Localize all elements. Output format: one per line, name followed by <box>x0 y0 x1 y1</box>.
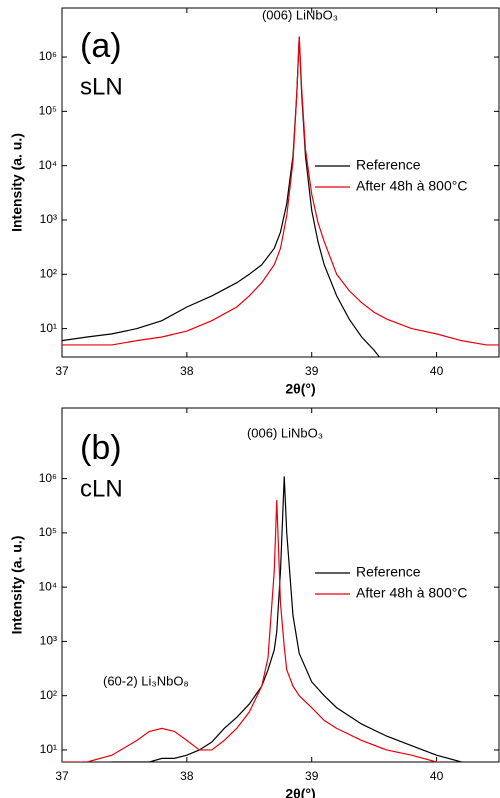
annotation-peak-label: (006) LiNbO₃ <box>262 7 338 22</box>
plot-area <box>62 36 499 357</box>
x-tick-label: 40 <box>430 364 444 378</box>
y-tick-label: 10⁵ <box>39 104 57 118</box>
y-tick-label: 10³ <box>40 212 57 226</box>
annotation-sample: sLN <box>80 73 123 100</box>
legend-label: Reference <box>356 564 421 580</box>
x-tick-label: 37 <box>55 769 69 783</box>
y-axis-title: Intensity (a. u.) <box>9 536 25 635</box>
series-line <box>62 37 381 357</box>
y-tick-label: 10¹ <box>40 742 57 756</box>
x-tick-label: 40 <box>430 769 444 783</box>
plot-area <box>62 476 467 762</box>
x-tick-label: 37 <box>55 364 69 378</box>
series-line <box>108 476 467 762</box>
x-tick-label: 38 <box>180 364 194 378</box>
x-tick-label: 39 <box>305 364 319 378</box>
legend-label: After 48h à 800°C <box>356 585 467 601</box>
series-line <box>62 500 441 762</box>
x-axis-title: 2θ(°) <box>285 381 315 397</box>
y-tick-label: 10⁴ <box>38 579 57 593</box>
legend-label: Reference <box>356 157 421 173</box>
y-tick-label: 10¹ <box>40 321 57 335</box>
x-tick-label: 39 <box>305 769 319 783</box>
x-tick-label: 38 <box>180 769 194 783</box>
y-tick-label: 10⁶ <box>39 49 57 63</box>
annotation-panel-label: (b) <box>80 429 122 467</box>
series-line <box>62 36 499 346</box>
y-tick-label: 10⁴ <box>38 158 57 172</box>
legend-label: After 48h à 800°C <box>356 178 467 194</box>
plot-frame <box>61 407 500 763</box>
annotation-panel-label: (a) <box>80 27 122 65</box>
y-tick-label: 10⁵ <box>39 525 57 539</box>
y-axis-title: Intensity (a. u.) <box>9 133 25 232</box>
y-tick-label: 10³ <box>40 634 57 648</box>
annotation-peak-label: (006) LiNbO₃ <box>247 425 323 440</box>
plot-frame <box>61 7 500 358</box>
y-tick-label: 10² <box>40 688 57 702</box>
y-tick-label: 10⁶ <box>39 471 57 485</box>
x-axis-title: 2θ(°) <box>285 786 315 798</box>
y-tick-label: 10² <box>40 266 57 280</box>
annotation-sample: cLN <box>80 475 123 502</box>
annotation-phase-label: (60-2) Li₃NbO₈ <box>103 673 189 688</box>
